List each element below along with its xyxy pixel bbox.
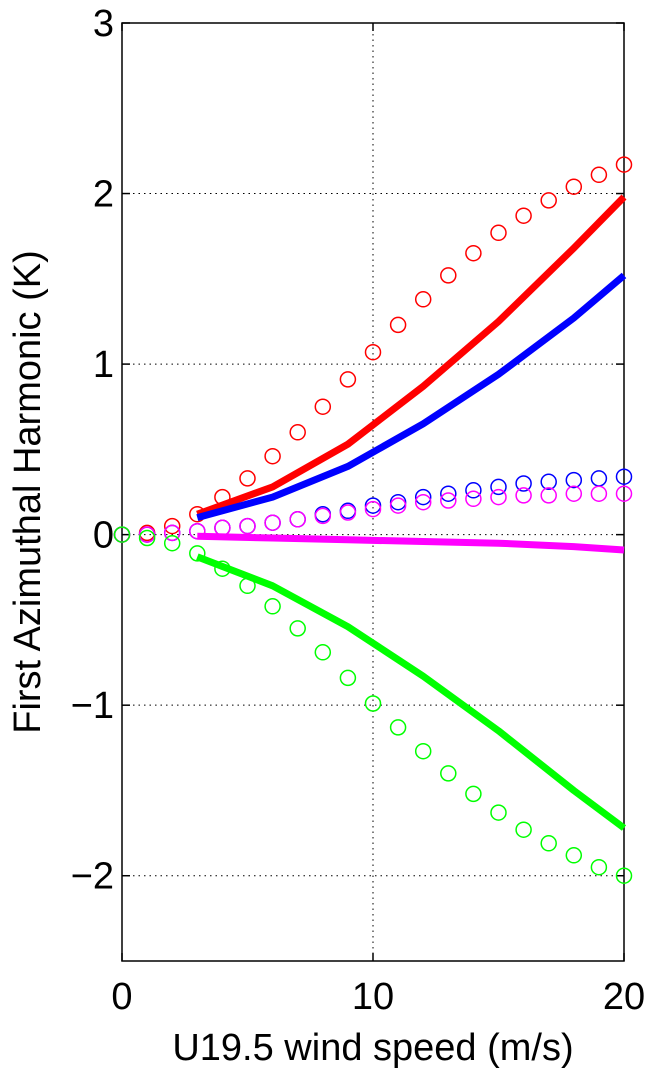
data-point-marker — [339, 504, 357, 521]
y-axis-title: First Azimuthal Harmonic (K) — [7, 250, 49, 734]
data-point-marker — [239, 470, 256, 487]
data-point-marker — [490, 488, 507, 506]
series-3 — [196, 553, 627, 831]
data-point-marker — [414, 488, 432, 506]
data-point-marker — [440, 267, 457, 284]
data-point-marker — [264, 447, 281, 465]
data-series — [113, 156, 633, 884]
y-tick-label: 1 — [93, 344, 114, 386]
data-point-marker — [289, 511, 306, 528]
data-point-marker — [615, 867, 633, 884]
data-point-marker — [264, 514, 281, 531]
data-point-marker — [189, 545, 206, 562]
data-point-marker — [465, 785, 482, 803]
data-point-marker — [364, 497, 382, 514]
series-6 — [113, 485, 633, 543]
data-point-marker — [540, 487, 557, 504]
data-point-marker — [314, 507, 332, 525]
data-point-marker — [389, 493, 407, 511]
x-tick-label: 10 — [352, 976, 394, 1018]
data-point-marker — [540, 835, 557, 852]
series-line — [196, 194, 627, 518]
data-point-marker — [515, 821, 532, 838]
y-tick-label: 0 — [93, 515, 114, 557]
series-line — [196, 272, 627, 521]
data-point-marker — [113, 526, 131, 543]
series-7 — [113, 526, 633, 884]
data-point-marker — [565, 471, 583, 489]
y-tick-label: −2 — [71, 856, 114, 898]
y-tick-label: 2 — [93, 174, 114, 216]
data-point-marker — [364, 695, 382, 712]
data-point-marker — [440, 485, 457, 502]
data-point-marker — [214, 519, 231, 537]
data-point-marker — [264, 598, 281, 615]
data-point-marker — [339, 669, 357, 687]
data-point-marker — [565, 847, 583, 864]
data-point-marker — [590, 858, 608, 876]
data-point-marker — [540, 473, 557, 491]
data-point-marker — [364, 500, 382, 518]
x-axis-title: U19.5 wind speed (m/s) — [172, 1027, 573, 1069]
data-point-marker — [565, 485, 583, 502]
data-point-marker — [515, 207, 532, 224]
y-tick-label: −1 — [71, 685, 114, 727]
y-tick-label: 3 — [93, 3, 114, 45]
data-point-marker — [590, 485, 608, 502]
data-point-marker — [490, 224, 507, 242]
series-1 — [196, 272, 627, 521]
data-point-marker — [163, 517, 181, 535]
series-2 — [197, 532, 625, 554]
data-point-marker — [389, 497, 407, 514]
grid-lines — [122, 23, 624, 961]
data-point-marker — [138, 529, 156, 547]
series-0 — [196, 194, 627, 518]
data-point-marker — [465, 244, 482, 262]
data-point-marker — [615, 468, 633, 485]
data-point-marker — [314, 398, 332, 415]
data-point-marker — [565, 178, 583, 195]
data-point-marker — [465, 490, 482, 508]
data-point-marker — [540, 192, 557, 209]
data-point-marker — [490, 804, 507, 821]
data-point-marker — [414, 291, 432, 308]
data-point-marker — [515, 475, 532, 492]
data-point-marker — [440, 492, 457, 509]
data-point-marker — [339, 371, 357, 388]
series-4 — [113, 156, 633, 543]
data-point-marker — [515, 487, 532, 504]
data-point-marker — [364, 343, 382, 361]
series-line — [196, 553, 627, 831]
data-point-marker — [163, 524, 181, 542]
data-point-marker — [289, 424, 306, 441]
x-tick-label: 20 — [603, 976, 645, 1018]
data-point-marker — [414, 493, 432, 511]
data-point-marker — [440, 765, 457, 782]
data-point-marker — [389, 316, 407, 334]
data-point-marker — [465, 482, 482, 499]
data-point-marker — [239, 517, 256, 535]
data-point-marker — [314, 644, 332, 661]
axis-ticks: 0 10 20 −2 −1 0 1 2 3 — [71, 3, 645, 1018]
data-point-marker — [490, 478, 507, 496]
data-point-marker — [289, 620, 306, 637]
data-point-marker — [590, 470, 608, 487]
data-point-marker — [590, 166, 608, 184]
data-point-marker — [615, 156, 633, 173]
data-point-marker — [615, 485, 633, 502]
x-tick-label: 0 — [111, 976, 132, 1018]
data-point-marker — [389, 719, 407, 736]
series-line — [197, 532, 625, 554]
data-point-marker — [163, 534, 181, 552]
data-point-marker — [414, 742, 432, 760]
